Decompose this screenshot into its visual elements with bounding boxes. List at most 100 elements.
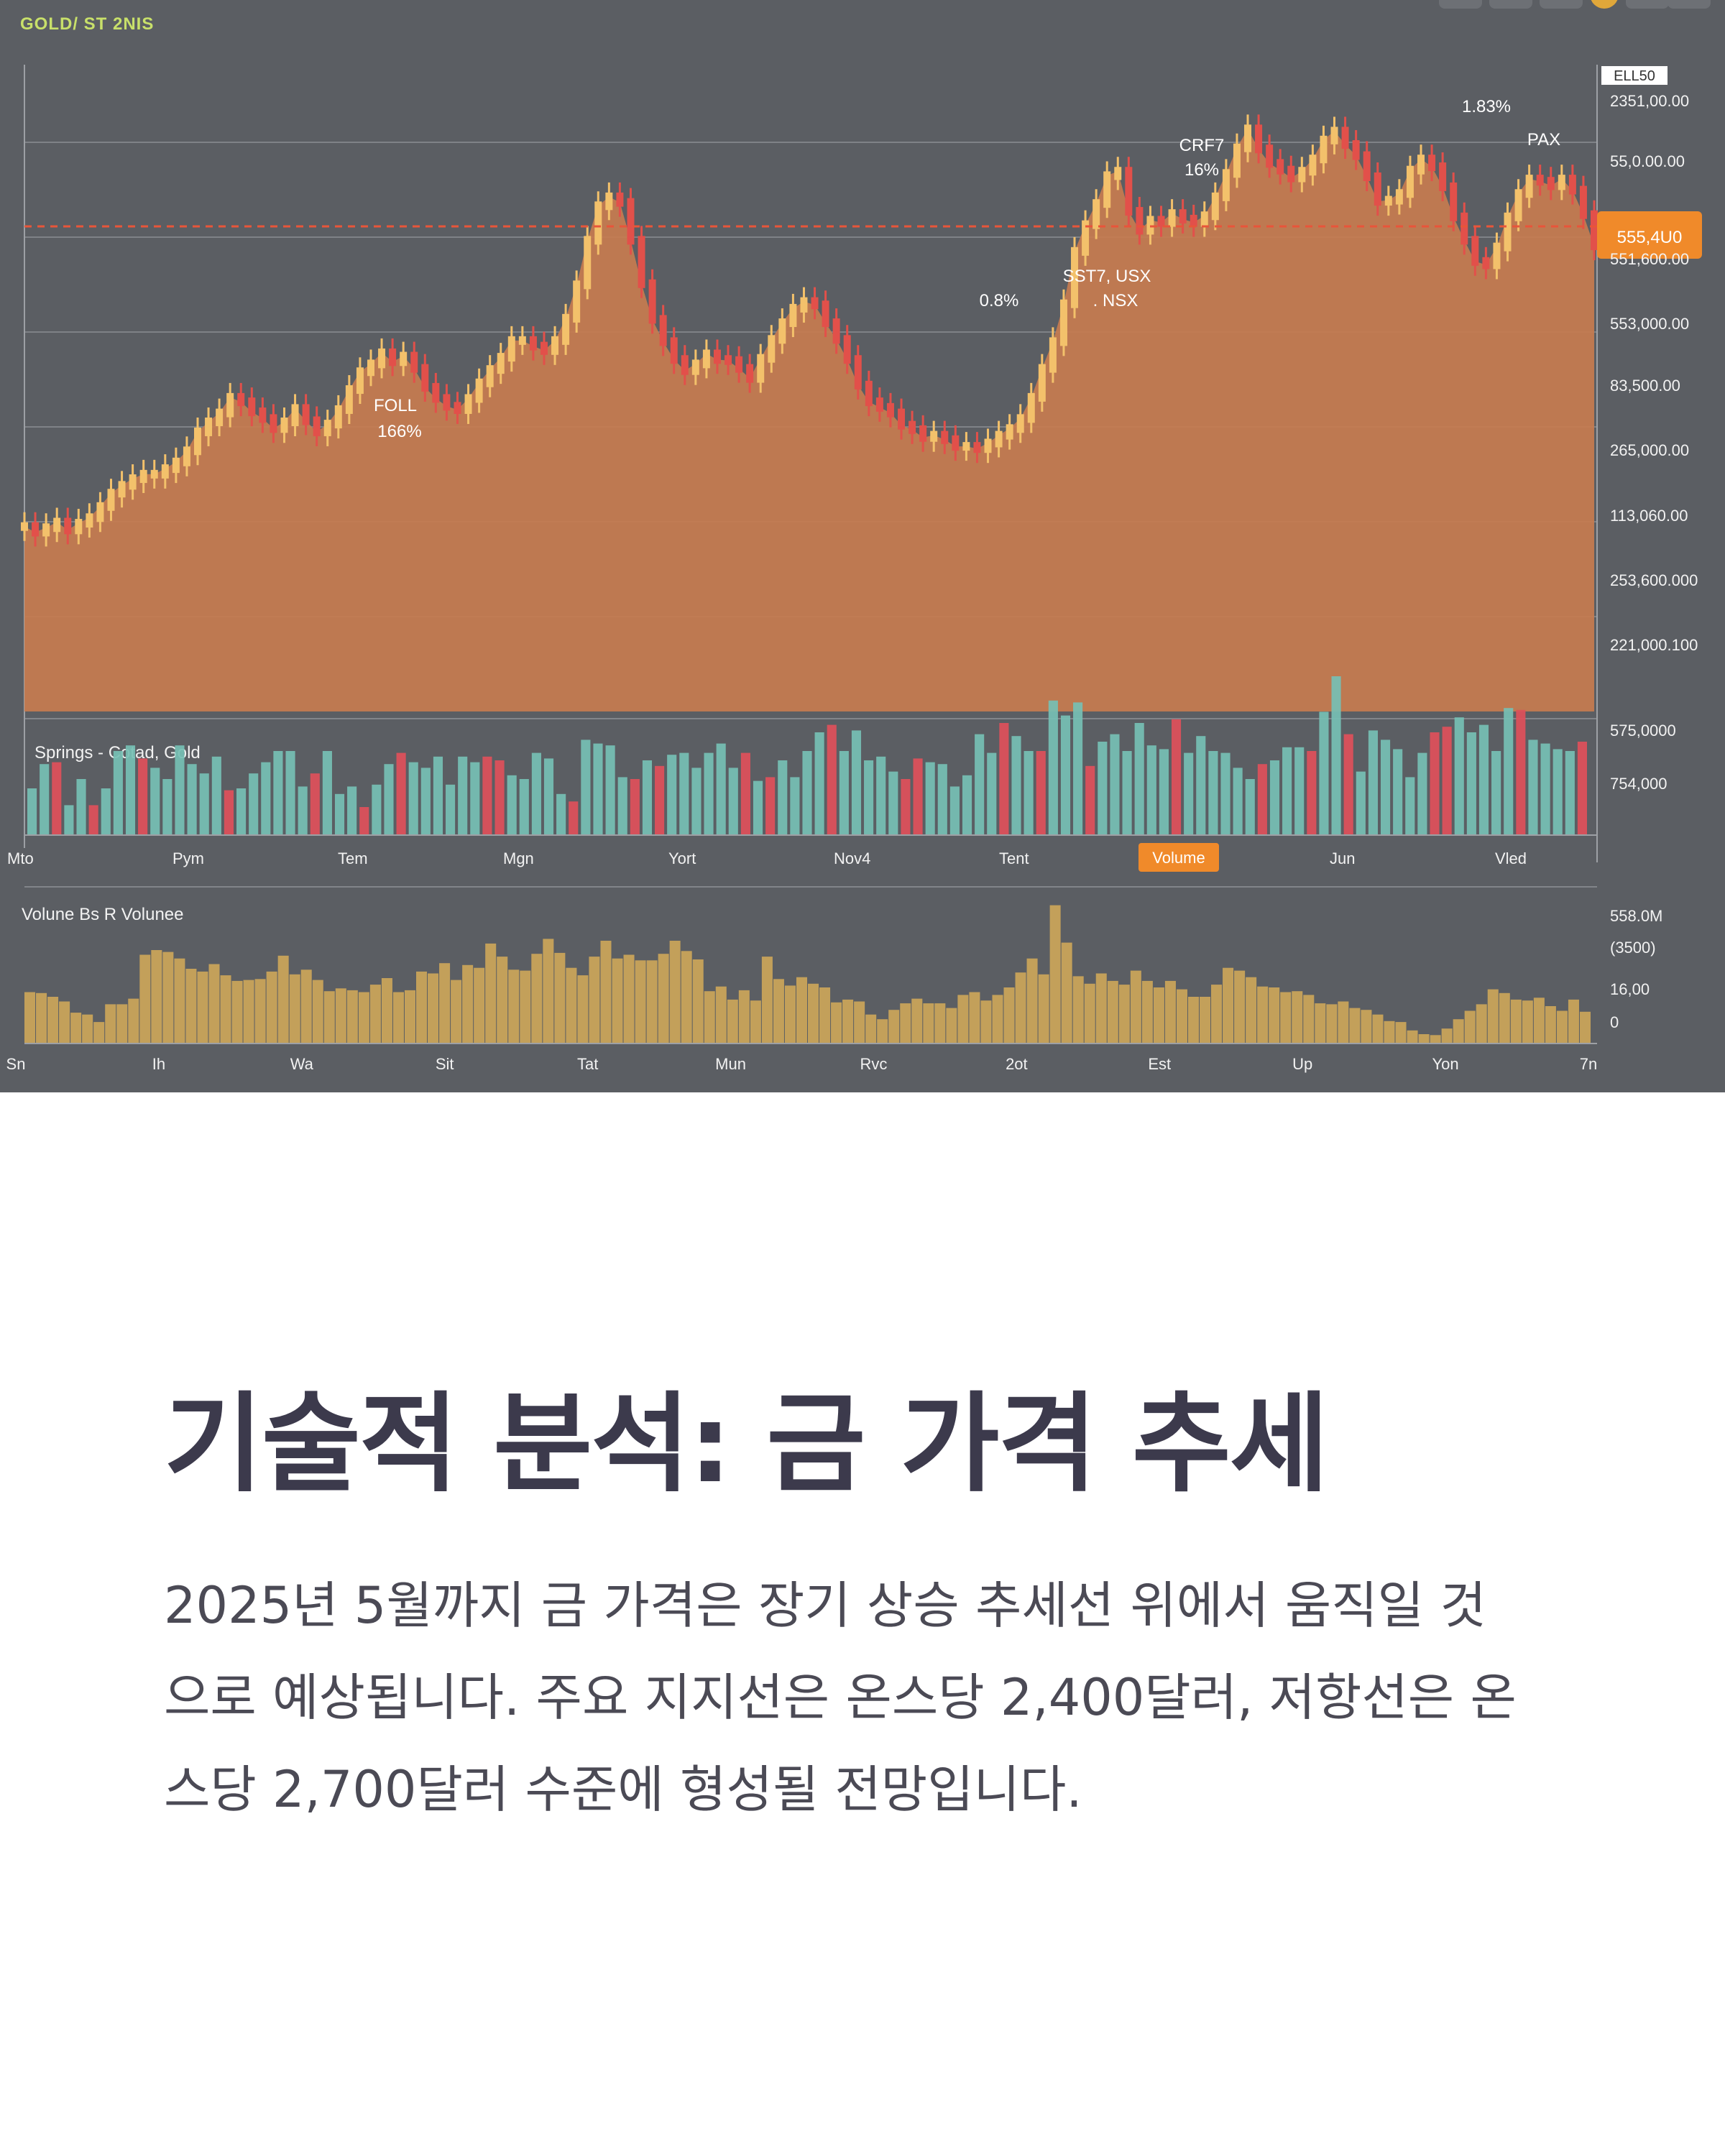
- candle-body: [1395, 189, 1403, 205]
- candle-body: [1384, 195, 1392, 206]
- candle-body: [226, 392, 234, 418]
- volume-bar: [1430, 1035, 1441, 1044]
- volume-bar: [987, 752, 997, 835]
- volume-bar: [384, 764, 394, 835]
- price-tick-label: 83,500.00: [1610, 377, 1680, 395]
- candle-body: [702, 349, 710, 369]
- volume-bar: [381, 978, 392, 1044]
- volume-bar: [1003, 987, 1015, 1044]
- toolbar-button[interactable]: [1439, 0, 1482, 9]
- volume-bar: [1504, 708, 1514, 835]
- volume-bar: [1257, 986, 1269, 1044]
- candle-body: [1168, 209, 1176, 227]
- candle-body: [150, 469, 158, 479]
- candle-body: [1059, 299, 1067, 346]
- candle-body: [1233, 143, 1241, 178]
- candle-body: [1536, 175, 1544, 186]
- volume-bar: [1417, 752, 1427, 835]
- candle-body: [1330, 126, 1338, 144]
- volume-bar: [76, 779, 86, 835]
- volume-bar: [704, 991, 715, 1044]
- candle-body: [952, 435, 960, 451]
- volume-bar: [1372, 1014, 1384, 1044]
- candle-body: [627, 198, 635, 245]
- candle-body: [432, 382, 440, 403]
- volume-bar: [298, 786, 308, 835]
- candle-body: [345, 385, 353, 414]
- volume-bar: [162, 779, 172, 835]
- volume-bar: [1176, 989, 1187, 1044]
- volume-bar: [753, 780, 763, 835]
- candle-body: [464, 394, 472, 414]
- candle-body: [638, 236, 645, 288]
- toolbar-button[interactable]: [1590, 0, 1619, 9]
- candle-body: [594, 201, 602, 245]
- price-tick-label: 253,600.000: [1610, 571, 1698, 589]
- volume-bar: [1307, 751, 1317, 835]
- toolbar-button[interactable]: [1540, 0, 1583, 9]
- volume-bar: [139, 954, 151, 1044]
- volume-bar: [1478, 724, 1489, 835]
- volume-bar: [404, 990, 415, 1044]
- candle-body: [389, 348, 397, 367]
- volume-bar: [1418, 1034, 1430, 1044]
- candle-body: [973, 442, 981, 453]
- candle-body: [908, 420, 916, 434]
- price-tick-label: 553,000.00: [1610, 315, 1689, 333]
- candle-body: [605, 192, 613, 211]
- candle-body: [107, 489, 115, 511]
- volume-bar: [1234, 970, 1246, 1044]
- candle-body: [1591, 210, 1598, 251]
- volume-bar: [842, 999, 854, 1044]
- candle-body: [800, 297, 808, 313]
- volume-bar: [728, 768, 738, 835]
- toolbar-button[interactable]: [1626, 0, 1669, 9]
- candle-body: [811, 297, 819, 310]
- volume-bar: [451, 980, 462, 1044]
- volume-bar: [224, 790, 234, 835]
- volume-bar: [446, 784, 456, 835]
- toolbar-button[interactable]: [1489, 0, 1532, 9]
- candle-body: [410, 351, 418, 373]
- candle-body: [768, 335, 776, 363]
- x-tick-label: Mgn: [503, 849, 534, 867]
- volume-bar: [750, 1000, 761, 1044]
- toolbar-button[interactable]: [1668, 0, 1711, 9]
- volume-bar: [211, 756, 221, 835]
- volume-bar: [1528, 740, 1538, 835]
- candle-body: [1266, 144, 1274, 168]
- volume-bar: [1338, 1001, 1349, 1044]
- peak-annotation: CRF7: [1179, 136, 1225, 155]
- volume-bar: [1331, 676, 1341, 835]
- volume-bar: [1568, 999, 1579, 1044]
- volume-bar: [1095, 973, 1107, 1044]
- candle-body: [1190, 214, 1197, 227]
- volume-bar: [1246, 977, 1257, 1044]
- candle-body: [724, 355, 732, 365]
- volume-bar: [150, 768, 160, 835]
- volume-bar: [162, 952, 174, 1044]
- candle-body: [1103, 171, 1111, 208]
- candle-body: [400, 351, 408, 367]
- candle-body: [930, 430, 938, 442]
- volume-bar: [556, 793, 566, 835]
- candle-body: [1514, 189, 1522, 221]
- volume-bar: [1072, 976, 1084, 1044]
- candle-body: [616, 192, 624, 207]
- volume-bar: [765, 777, 776, 835]
- candle-body: [1493, 242, 1501, 270]
- candle-body: [1146, 216, 1154, 235]
- volume-bar: [261, 762, 271, 835]
- price-tick-label: 55,0.00.00: [1610, 152, 1685, 170]
- volume-bar: [692, 959, 704, 1044]
- volume-bar: [1453, 1019, 1464, 1044]
- volume-bar: [392, 992, 404, 1044]
- article-title: 기술적 분석: 금 가격 추세: [164, 1382, 1329, 1507]
- candle-body: [1504, 212, 1512, 252]
- candle-body: [584, 236, 592, 290]
- volume-bar: [1491, 751, 1501, 835]
- candle-body: [1027, 392, 1035, 423]
- volume-bar: [864, 760, 874, 835]
- x-tick-label: Yort: [668, 849, 696, 867]
- volume-bar: [113, 751, 123, 835]
